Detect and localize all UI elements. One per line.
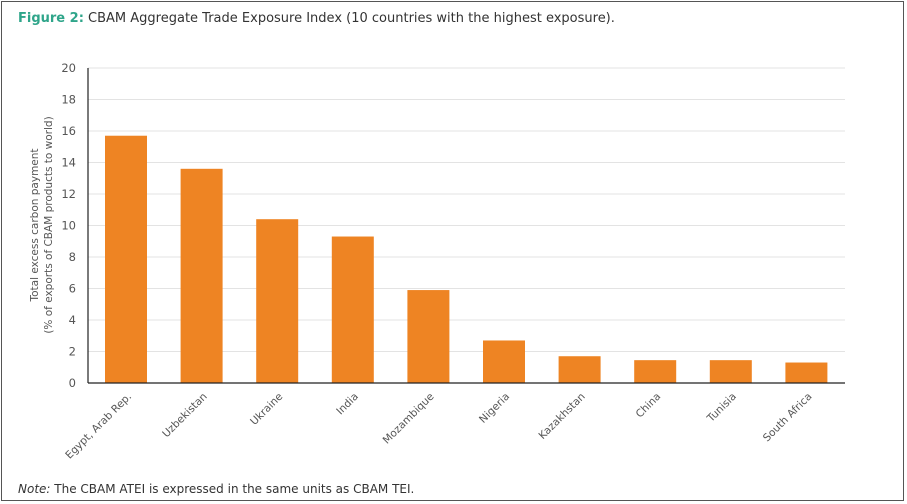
bar <box>331 236 374 383</box>
bar <box>785 362 828 383</box>
y-tick-label: 18 <box>61 93 76 107</box>
x-tick-label: Mozambique <box>381 391 437 447</box>
y-tick-label: 16 <box>61 124 76 138</box>
x-tick-label: Uzbekistan <box>160 391 209 440</box>
bar <box>483 340 525 383</box>
note-label: Note: <box>18 482 51 496</box>
figure-caption: Figure 2: CBAM Aggregate Trade Exposure … <box>18 11 615 26</box>
figure-title: CBAM Aggregate Trade Exposure Index (10 … <box>88 11 615 26</box>
y-tick-label: 6 <box>69 282 76 296</box>
y-tick-label: 14 <box>61 156 76 170</box>
x-tick-label: Nigeria <box>477 391 512 426</box>
y-tick-label: 20 <box>61 61 76 75</box>
bar <box>256 219 299 383</box>
bar <box>634 360 677 383</box>
y-axis-label-line2: (% of exports of CBAM products to world) <box>43 116 55 333</box>
x-tick-label: Ukraine <box>248 391 285 428</box>
bar <box>558 356 601 383</box>
x-tick-label: South Africa <box>761 391 815 445</box>
y-axis-label-line1: Total excess carbon payment <box>29 148 41 302</box>
y-tick-label: 2 <box>69 345 76 359</box>
y-tick-label: 0 <box>69 376 76 390</box>
x-tick-label: Tunisia <box>704 391 739 426</box>
bar <box>105 135 147 383</box>
bar <box>407 290 450 383</box>
bar <box>180 168 223 383</box>
bar <box>709 360 752 383</box>
x-tick-label: China <box>634 391 664 421</box>
figure-label: Figure 2: <box>18 11 84 26</box>
y-tick-label: 4 <box>69 313 76 327</box>
figure-note: Note: The CBAM ATEI is expressed in the … <box>18 482 414 496</box>
y-tick-label: 12 <box>61 187 76 201</box>
y-tick-label: 10 <box>61 219 76 233</box>
x-tick-label: Egypt, Arab Rep. <box>63 391 134 462</box>
note-text: The CBAM ATEI is expressed in the same u… <box>54 482 415 496</box>
y-tick-label: 8 <box>69 250 76 264</box>
x-tick-label: Kazakhstan <box>536 391 587 442</box>
x-tick-label: India <box>334 391 361 418</box>
